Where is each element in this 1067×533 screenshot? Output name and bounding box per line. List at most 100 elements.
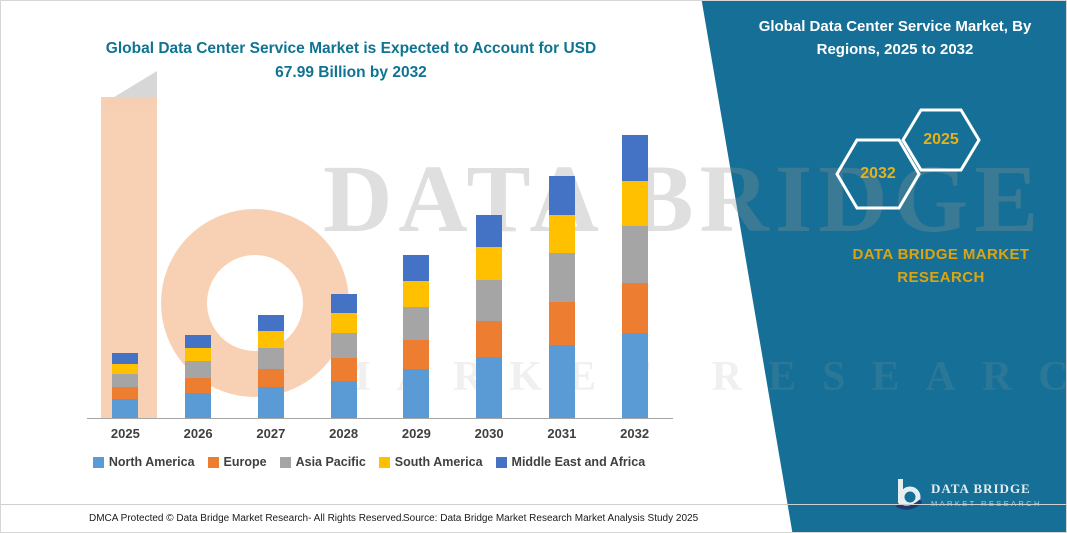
hexagon-year-right: 2025 [923, 131, 959, 148]
bar-segment [548, 214, 575, 254]
x-tick-label: 2030 [474, 426, 504, 441]
chart-title: Global Data Center Service Market is Exp… [59, 37, 643, 85]
bar-slot-2026 [162, 126, 235, 418]
hexagon-outline-icon [901, 108, 981, 172]
stacked-bar-2027 [257, 314, 284, 418]
bar-segment [621, 282, 648, 334]
brand-line1: DATA BRIDGE MARKET [852, 246, 1030, 263]
bar-segment [330, 358, 357, 381]
bar-segment [185, 377, 212, 393]
legend-label: North America [108, 455, 195, 469]
legend-item: Europe [207, 455, 267, 469]
stacked-bar-2030 [476, 215, 503, 418]
legend-swatch-icon [92, 456, 104, 468]
bar-slot-2029 [380, 126, 453, 418]
bar-segment [112, 374, 139, 387]
bar-segment [257, 314, 284, 332]
x-tick-label: 2025 [110, 426, 140, 441]
x-tick-label: 2027 [256, 426, 286, 441]
bar-segment [403, 369, 430, 418]
bar-segment [185, 334, 212, 348]
bar-slot-2028 [307, 126, 380, 418]
banner-heading: Global Data Center Service Market, By Re… [758, 18, 1032, 58]
dbmr-logo-name: DATA BRIDGE [931, 480, 1031, 496]
bar-segment [621, 181, 648, 227]
legend-item: Middle East and Africa [495, 455, 646, 469]
x-tick-label: 2029 [401, 426, 431, 441]
bar-segment [257, 368, 284, 388]
bar-segment [621, 333, 648, 418]
bar-segment [185, 392, 212, 418]
bar-segment [185, 361, 212, 378]
hexagon-2032: 2032 [835, 137, 921, 211]
stacked-bar-chart [89, 126, 671, 418]
x-tick-label: 2031 [547, 426, 577, 441]
legend-item: Asia Pacific [279, 455, 366, 469]
bar-segment [112, 398, 139, 418]
x-tick-label: 2032 [620, 426, 650, 441]
stacked-bar-2032 [621, 135, 648, 418]
footer-copyright: DMCA Protected © Data Bridge Market Rese… [89, 513, 405, 524]
x-axis-line [87, 418, 673, 419]
legend-swatch-icon [207, 456, 219, 468]
dbmr-logo: DATA BRIDGE MARKET RESEARCH [894, 478, 1042, 510]
bar-segment [476, 279, 503, 321]
bar-segment [476, 357, 503, 418]
hexagon-year-left: 2032 [860, 165, 896, 182]
hexagon-2025: 2025 [901, 107, 981, 173]
bar-segment [257, 331, 284, 348]
chart-legend: North America Europe Asia Pacific South Ame… [49, 455, 689, 469]
stacked-bar-2029 [403, 254, 430, 418]
bar-segment [621, 135, 648, 182]
stacked-bar-2025 [112, 353, 139, 418]
footer-bar: DMCA Protected © Data Bridge Market Rese… [1, 504, 1066, 532]
chart-title-line2: 67.99 Billion by 2032 [275, 64, 427, 82]
x-axis-labels: 2025 2026 2027 2028 2029 2030 2031 2032 [89, 426, 671, 441]
footer-source: Source: Data Bridge Market Research Mark… [403, 513, 699, 524]
bar-segment [112, 363, 139, 375]
chart-title-line1: Global Data Center Service Market is Exp… [105, 40, 597, 57]
bar-segment [257, 347, 284, 369]
legend-swatch-icon [378, 456, 390, 468]
bar-segment [330, 380, 357, 418]
bar-segment [548, 176, 575, 215]
bar-slot-2025 [89, 126, 162, 418]
bar-segment [548, 301, 575, 346]
legend-swatch-icon [495, 456, 507, 468]
legend-item: South America [378, 455, 483, 469]
legend-label: South America [394, 455, 483, 469]
bar-segment [403, 339, 430, 369]
brand-wordmark: DATA BRIDGE MARKET RESEARCH [837, 244, 1045, 289]
stacked-bar-2028 [330, 293, 357, 418]
stacked-bar-2026 [185, 334, 212, 418]
bar-segment [403, 280, 430, 307]
legend-label: Asia Pacific [295, 455, 366, 469]
bar-segment [112, 386, 139, 399]
bar-segment [330, 313, 357, 334]
dbmr-logo-subtitle: MARKET RESEARCH [931, 498, 1042, 508]
legend-label: Middle East and Africa [511, 455, 646, 469]
bar-segment [548, 253, 575, 302]
bar-segment [330, 293, 357, 314]
bar-segment [621, 226, 648, 283]
bar-segment [548, 345, 575, 418]
legend-item: North America [92, 455, 195, 469]
bar-segment [112, 353, 139, 364]
bar-slot-2027 [235, 126, 308, 418]
bar-slot-2031 [526, 126, 599, 418]
x-tick-label: 2026 [183, 426, 213, 441]
bar-segment [403, 306, 430, 340]
x-tick-label: 2028 [329, 426, 359, 441]
stacked-bar-2031 [548, 176, 575, 418]
bar-segment [403, 254, 430, 281]
brand-line2: RESEARCH [897, 268, 985, 286]
legend-swatch-icon [279, 456, 291, 468]
bar-segment [185, 347, 212, 362]
bar-slot-2030 [453, 126, 526, 418]
bar-segment [330, 333, 357, 359]
bar-segment [476, 215, 503, 248]
bar-segment [476, 247, 503, 280]
bar-segment [257, 387, 284, 418]
bar-segment [476, 320, 503, 357]
